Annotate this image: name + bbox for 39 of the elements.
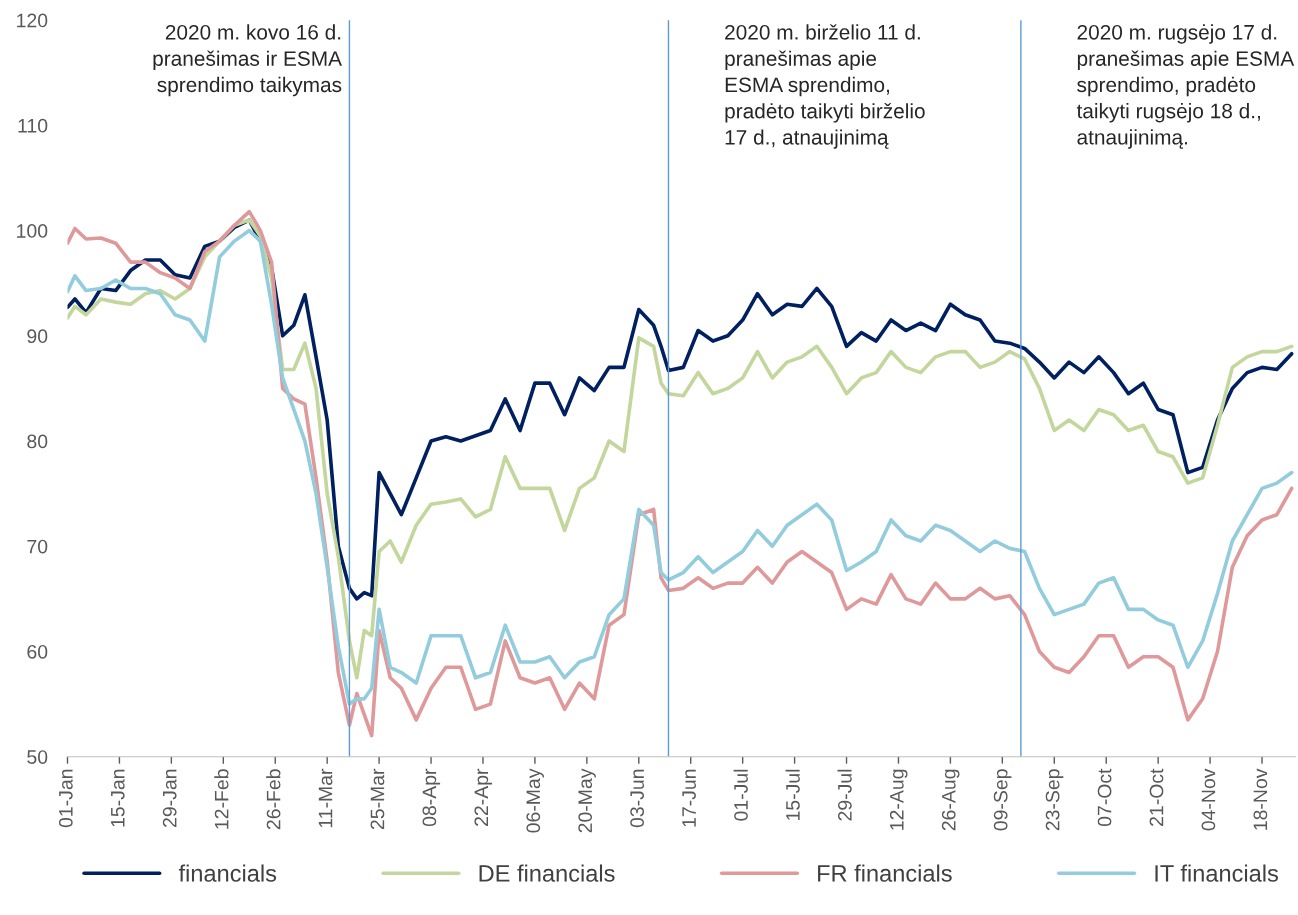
x-tick-label: 12-Aug bbox=[889, 769, 908, 830]
x-tick-label: 04-Nov bbox=[1201, 768, 1216, 831]
y-tick-label: 100 bbox=[17, 224, 48, 238]
x-tick-label: 25-Mar bbox=[370, 768, 385, 830]
x-tick-label: 08-Apr bbox=[422, 768, 441, 827]
x-tick-label: 29-Jul bbox=[837, 769, 852, 821]
x-tick-label: 01-Jul bbox=[733, 769, 748, 821]
x-tick-label: 21-Oct bbox=[1149, 768, 1164, 826]
y-tick-label: 90 bbox=[27, 329, 48, 344]
x-tick-label: 17-Jun bbox=[682, 769, 696, 827]
legend-label: financials bbox=[178, 864, 277, 882]
x-tick-label: 26-Aug bbox=[941, 769, 960, 831]
legend-label: IT financials bbox=[1155, 864, 1278, 882]
x-tick-label: 22-Apr bbox=[474, 768, 493, 826]
x-tick-label: 15-Jan bbox=[111, 769, 125, 827]
x-tick-label: 15-Jul bbox=[785, 769, 800, 820]
x-tick-label: 23-Sep bbox=[1045, 769, 1064, 831]
ref-line-label: 2020 m. rugsėjo 17 d. pranešimas apie ESMA sprendimo, pradėto taikyti rugsėjo 18 d., atnaujinimą. bbox=[1076, 24, 1295, 149]
y-tick-label: 80 bbox=[27, 434, 48, 449]
y-tick-label: 60 bbox=[27, 644, 48, 659]
legend-label: FR financials bbox=[818, 864, 952, 882]
y-tick-label: 120 bbox=[17, 13, 48, 28]
y-tick-label: 50 bbox=[27, 750, 48, 764]
x-tick-label: 09-Sep bbox=[993, 769, 1012, 831]
y-tick-label: 110 bbox=[18, 118, 48, 133]
legend-label: DE financials bbox=[479, 864, 615, 882]
x-tick-label: 03-Jun bbox=[630, 769, 645, 828]
x-tick-label: 29-Jan bbox=[162, 769, 177, 827]
x-tick-label: 20-May bbox=[578, 768, 596, 833]
x-tick-label: 11-Mar bbox=[318, 768, 333, 828]
x-tick-label: 07-Oct bbox=[1097, 768, 1112, 827]
x-tick-label: 01-Jan bbox=[58, 769, 73, 828]
y-tick-label: 70 bbox=[27, 539, 48, 554]
x-tick-label: 26-Feb bbox=[266, 769, 281, 830]
ref-line-label: 2020 m. kovo 16 d. pranešimas ir ESMA sprendimo taikymas bbox=[153, 24, 342, 97]
x-tick-label: 12-Feb bbox=[214, 769, 229, 829]
x-tick-label: 06-May bbox=[526, 768, 544, 833]
ref-line-label: 2020 m. birželio 11 d. pranešimas apie ESMA sprendimo, pradėto taikyti birželio 17 d., atnaujinimą bbox=[725, 24, 925, 149]
x-tick-label: 18-Nov bbox=[1253, 768, 1268, 830]
